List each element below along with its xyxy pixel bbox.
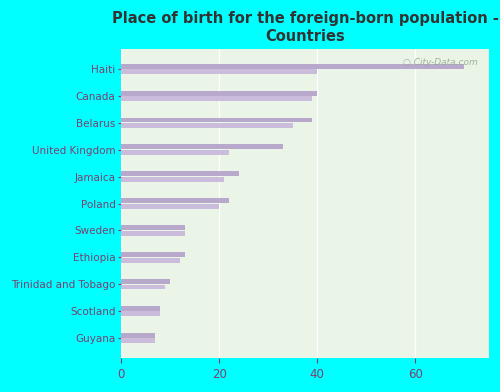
Bar — [121, 198, 229, 203]
Bar — [121, 258, 180, 263]
Bar — [121, 312, 160, 316]
Bar — [121, 145, 283, 149]
Bar — [121, 69, 317, 74]
Bar — [121, 306, 160, 311]
Text: ○ City-Data.com: ○ City-Data.com — [403, 58, 478, 67]
Bar — [121, 225, 185, 230]
Title: Place of birth for the foreign-born population -
Countries: Place of birth for the foreign-born popu… — [112, 11, 498, 44]
Bar — [121, 204, 219, 209]
Bar — [121, 231, 185, 236]
Bar — [121, 150, 229, 155]
Bar — [121, 171, 239, 176]
Bar — [121, 285, 165, 289]
Bar — [121, 123, 292, 128]
Bar — [121, 91, 317, 96]
Bar — [121, 252, 185, 257]
Bar — [121, 96, 312, 101]
Bar — [121, 338, 156, 343]
Bar — [121, 333, 156, 338]
Bar — [121, 279, 170, 284]
Bar — [121, 64, 464, 69]
Bar — [121, 177, 224, 182]
Bar — [121, 118, 312, 122]
